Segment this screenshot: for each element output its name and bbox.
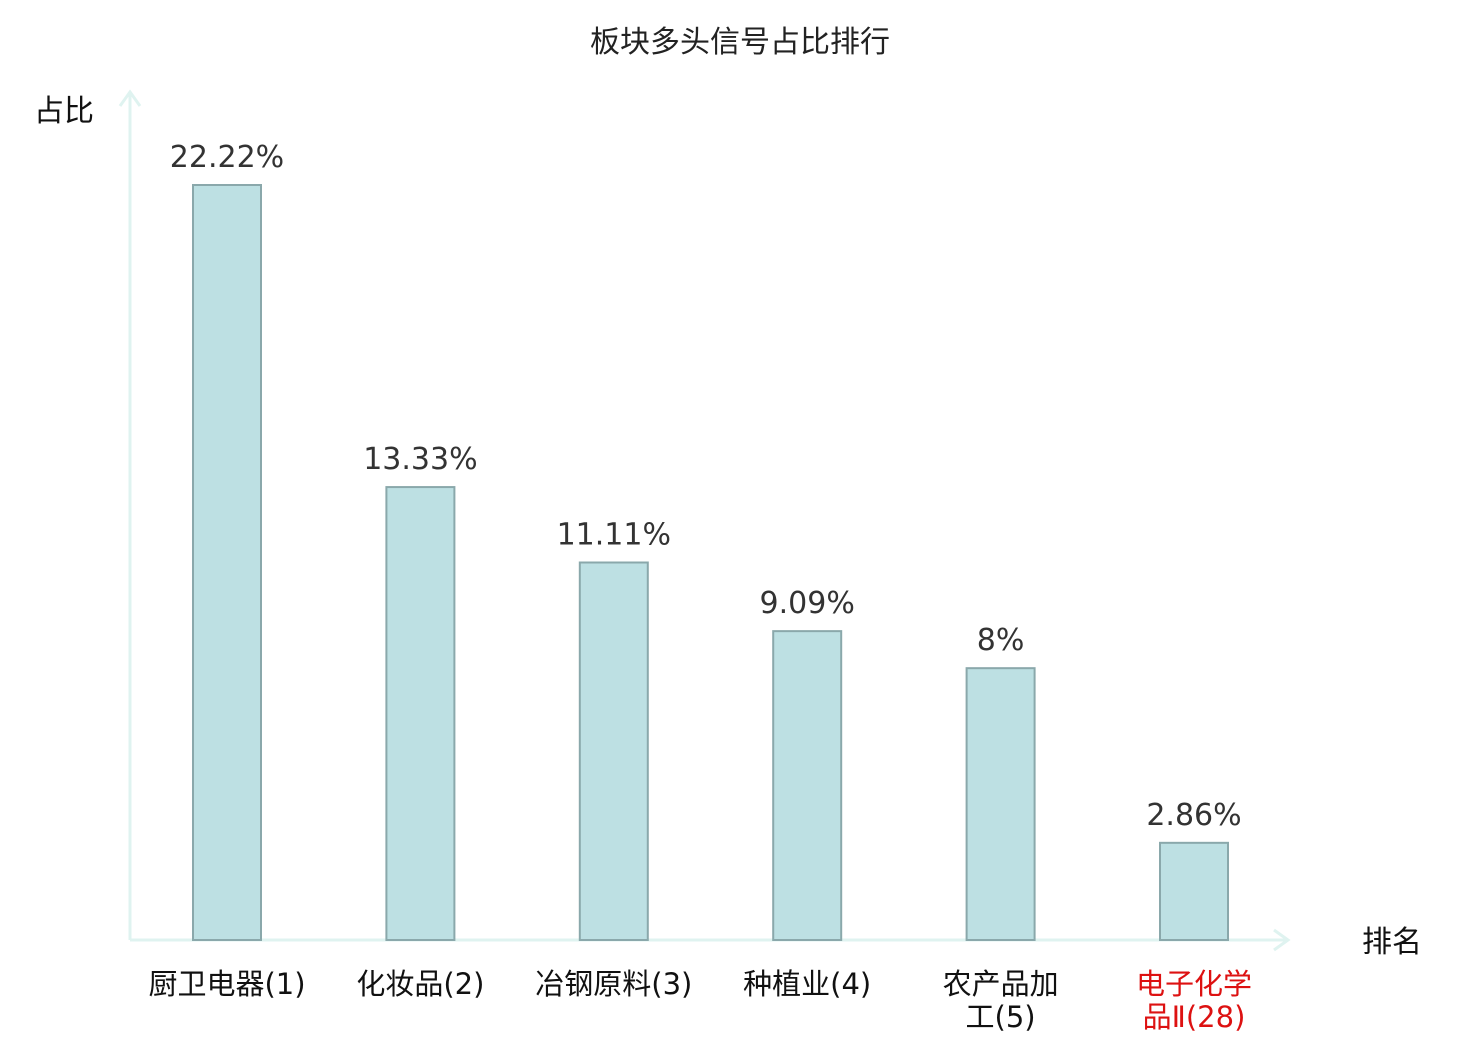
- category-label-line: 工(5): [966, 1000, 1036, 1034]
- category-label-line: 品Ⅱ(28): [1143, 1000, 1246, 1034]
- y-axis-arrow-icon: [118, 89, 142, 107]
- category-label-line: 农产品加: [943, 967, 1059, 1001]
- value-label-1: 22.22%: [170, 140, 284, 175]
- category-label-3: 冶钢原料(3): [535, 967, 692, 1001]
- bar-2: [385, 486, 456, 941]
- bar-1: [192, 184, 262, 941]
- bar-3: [578, 561, 649, 941]
- category-label-line: 种植业(4): [743, 967, 871, 1001]
- category-label-line: 电子化学: [1136, 967, 1252, 1001]
- value-label-4: 9.09%: [760, 586, 855, 621]
- chart-title: 板块多头信号占比排行: [590, 25, 890, 60]
- x-axis-title: 排名: [1362, 925, 1422, 960]
- category-label-5: 农产品加工(5): [943, 967, 1059, 1034]
- bars: [192, 184, 1229, 941]
- value-label-6: 2.86%: [1146, 798, 1241, 833]
- category-label-line: 冶钢原料(3): [535, 967, 692, 1001]
- bar-4: [772, 630, 843, 941]
- x-axis-arrow-icon: [1273, 928, 1291, 952]
- category-label-line: 厨卫电器(1): [148, 967, 305, 1001]
- category-label-1: 厨卫电器(1): [148, 967, 305, 1001]
- category-label-2: 化妆品(2): [356, 967, 484, 1001]
- y-axis-title: 占比: [34, 94, 94, 129]
- category-label-4: 种植业(4): [743, 967, 871, 1001]
- category-labels: 厨卫电器(1) 化妆品(2) 冶钢原料(3) 种植业(4) 农产品加工(5) 电子化学品Ⅱ…: [148, 967, 1252, 1034]
- axes: [118, 89, 1291, 952]
- value-label-2: 13.33%: [363, 442, 477, 477]
- value-label-3: 11.11%: [557, 518, 671, 553]
- category-label-6: 电子化学品Ⅱ(28): [1136, 967, 1252, 1034]
- bar-5: [965, 667, 1036, 941]
- value-labels: 22.22% 13.33% 11.11% 9.09% 8% 2.86%: [170, 140, 1242, 833]
- category-label-line: 化妆品(2): [356, 967, 484, 1001]
- bar-6: [1159, 841, 1229, 941]
- value-label-5: 8%: [977, 623, 1025, 658]
